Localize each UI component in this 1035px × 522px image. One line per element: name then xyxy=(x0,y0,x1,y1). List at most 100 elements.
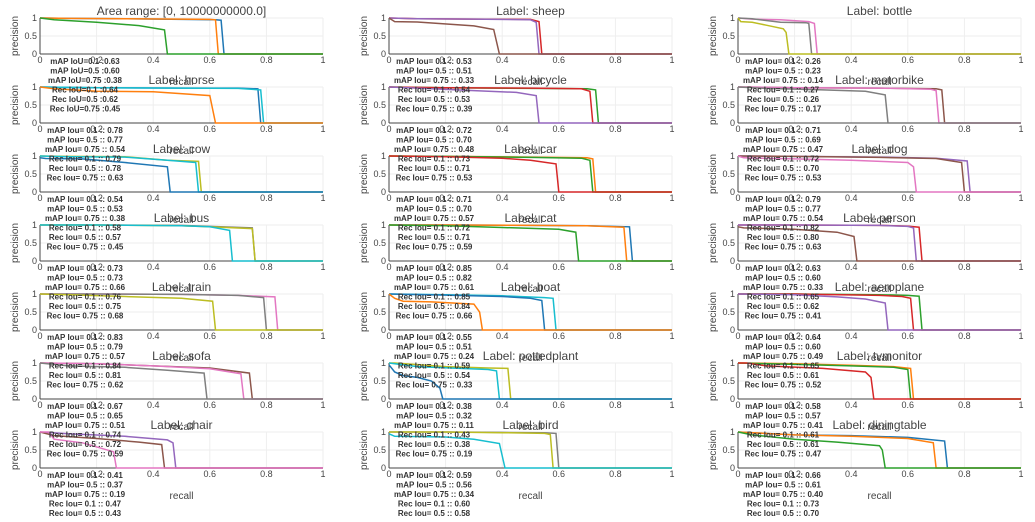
pr-curve-purple xyxy=(737,293,1021,331)
x-axis-label: recall xyxy=(868,146,892,157)
y-tick-label: 1 xyxy=(32,220,37,230)
metric-annotation: Rec IoU=0.75 :0.45 xyxy=(50,105,121,114)
pr-curve-pink xyxy=(737,155,1021,193)
metric-annotation: mAP Iou= 0.1 :: 0.54 xyxy=(47,195,123,204)
x-tick-label: 1 xyxy=(1018,400,1023,410)
y-tick-label: 1 xyxy=(32,427,37,437)
metric-annotation: mAP Iou= 0.5 :: 0.51 xyxy=(396,67,472,76)
metric-annotation: Rec Iou= 0.5 :: 0.61 xyxy=(747,371,820,380)
x-tick-label: 0.6 xyxy=(902,469,915,479)
x-tick-label: 0.4 xyxy=(147,400,160,410)
metric-annotation: Rec Iou= 0.5 :: 0.58 xyxy=(398,509,471,518)
metric-annotation: mAP Iou= 0.1 :: 0.66 xyxy=(745,471,821,480)
metric-annotation: Rec Iou= 0.5 :: 0.57 xyxy=(49,233,122,242)
metric-annotation: Rec Iou= 0.75 :: 0.68 xyxy=(47,312,124,321)
x-tick-label: 0 xyxy=(735,469,740,479)
x-tick-label: 0.8 xyxy=(609,469,622,479)
x-axis-label: recall xyxy=(868,284,892,295)
x-tick-label: 0.8 xyxy=(609,124,622,134)
y-tick-label: 0 xyxy=(381,394,386,404)
metric-annotation: mAP Iou= 0.1 :: 0.79 xyxy=(745,195,821,204)
pr-curve-blue xyxy=(39,157,323,193)
panel-title: Label: cow xyxy=(153,142,211,156)
metric-annotation: Rec Iou= 0.75 :: 0.63 xyxy=(47,174,124,183)
y-tick-label: 0.5 xyxy=(373,376,386,386)
panel-title: Label: bird xyxy=(502,418,558,432)
x-tick-label: 1 xyxy=(669,124,674,134)
y-tick-label: 0.5 xyxy=(722,238,735,248)
x-tick-label: 1 xyxy=(320,400,325,410)
pr-curve-cyan xyxy=(40,224,323,262)
x-tick-label: 0.4 xyxy=(845,400,858,410)
metric-annotation: Rec Iou= 0.5 :: 0.80 xyxy=(747,233,820,242)
x-tick-label: 0 xyxy=(386,193,391,203)
x-tick-label: 1 xyxy=(320,55,325,65)
x-axis-label: recall xyxy=(519,284,543,295)
x-tick-label: 1 xyxy=(320,469,325,479)
metric-annotation: Rec Iou= 0.1 :: 0.65 xyxy=(747,362,820,371)
x-tick-label: 0.2 xyxy=(90,55,103,65)
panel-title: Label: aeroplane xyxy=(835,280,925,294)
metric-annotation: mAP Iou= 0.1 :: 0.55 xyxy=(396,333,472,342)
metric-annotation: Rec Iou= 0.1 :: 0.85 xyxy=(398,293,471,302)
y-tick-label: 1 xyxy=(730,358,735,368)
x-tick-label: 0.2 xyxy=(90,400,103,410)
metric-annotation: mAP Iou= 0.75 :: 0.11 xyxy=(394,421,474,430)
y-tick-label: 0.5 xyxy=(373,31,386,41)
metric-annotation: mAP Iou= 0.75 :: 0.57 xyxy=(45,352,126,361)
pr-curve-purple xyxy=(388,86,672,124)
metric-annotation: mAP Iou= 0.1 :: 0.41 xyxy=(47,471,123,480)
y-tick-label: 0 xyxy=(32,49,37,59)
metric-annotation: Rec Iou= 0.5 :: 0.38 xyxy=(398,440,471,449)
y-tick-label: 1 xyxy=(730,151,735,161)
y-tick-label: 0 xyxy=(381,256,386,266)
metric-annotation: Rec Iou= 0.5 :: 0.78 xyxy=(49,164,122,173)
x-tick-label: 0.2 xyxy=(788,193,801,203)
x-axis-label: recall xyxy=(170,215,194,226)
x-tick-label: 1 xyxy=(320,262,325,272)
metric-annotation: Rec Iou= 0.75 :: 0.53 xyxy=(396,174,473,183)
y-tick-label: 0.5 xyxy=(24,307,37,317)
metric-annotation: mAP Iou= 0.75 :: 0.49 xyxy=(743,352,824,361)
x-tick-label: 0.4 xyxy=(496,331,509,341)
metric-annotation: Rec Iou= 0.1 :: 0.82 xyxy=(747,224,820,233)
y-tick-label: 0.5 xyxy=(373,307,386,317)
metric-annotation: Rec Iou= 0.1 :: 0.84 xyxy=(49,362,122,371)
metric-annotation: mAP Iou= 0.1 :: 0.71 xyxy=(396,195,472,204)
x-tick-label: 1 xyxy=(669,262,674,272)
panel-title: Label: cat xyxy=(504,211,557,225)
panel-title: Label: horse xyxy=(148,73,214,87)
metric-annotation: Rec Iou= 0.75 :: 0.63 xyxy=(745,243,822,252)
metric-annotation: mAP Iou= 0.75 :: 0.34 xyxy=(394,490,475,499)
metric-annotation: mAP Iou= 0.75 :: 0.54 xyxy=(743,214,824,223)
x-axis-label: recall xyxy=(519,491,543,502)
metric-annotation: Rec Iou= 0.1 :: 0.74 xyxy=(49,431,122,440)
x-tick-label: 0.8 xyxy=(958,193,971,203)
pr-curve-gray xyxy=(737,86,1021,124)
x-tick-label: 0 xyxy=(37,124,42,134)
x-tick-label: 0 xyxy=(37,331,42,341)
y-tick-label: 0 xyxy=(730,187,735,197)
metric-annotation: mAP Iou= 0.75 :: 0.38 xyxy=(45,214,126,223)
x-tick-label: 0.8 xyxy=(958,55,971,65)
x-axis-label: recall xyxy=(868,215,892,226)
pr-curve-orange xyxy=(388,293,672,331)
y-axis-label: precision xyxy=(359,361,370,401)
panel-title: Label: bus xyxy=(154,211,209,225)
metric-annotation: mAP Iou= 0.5 :: 0.65 xyxy=(47,412,123,421)
x-tick-label: 0.2 xyxy=(439,124,452,134)
metric-annotation: Rec Iou= 0.5 :: 0.70 xyxy=(747,164,820,173)
x-tick-label: 0.6 xyxy=(553,124,566,134)
x-tick-label: 0 xyxy=(735,262,740,272)
y-axis-label: precision xyxy=(10,154,21,194)
y-tick-label: 1 xyxy=(381,82,386,92)
x-axis-label: recall xyxy=(519,77,543,88)
y-tick-label: 0 xyxy=(730,118,735,128)
x-tick-label: 0.8 xyxy=(958,400,971,410)
metric-annotation: mAP Iou= 0.1 :: 0.58 xyxy=(745,402,821,411)
metric-annotation: Rec Iou= 0.1 :: 0.58 xyxy=(49,224,122,233)
metric-annotation: mAP Iou= 0.1 :: 0.26 xyxy=(745,57,821,66)
y-tick-label: 0.5 xyxy=(24,445,37,455)
metric-annotation: mAP Iou= 0.1 :: 0.72 xyxy=(396,126,472,135)
